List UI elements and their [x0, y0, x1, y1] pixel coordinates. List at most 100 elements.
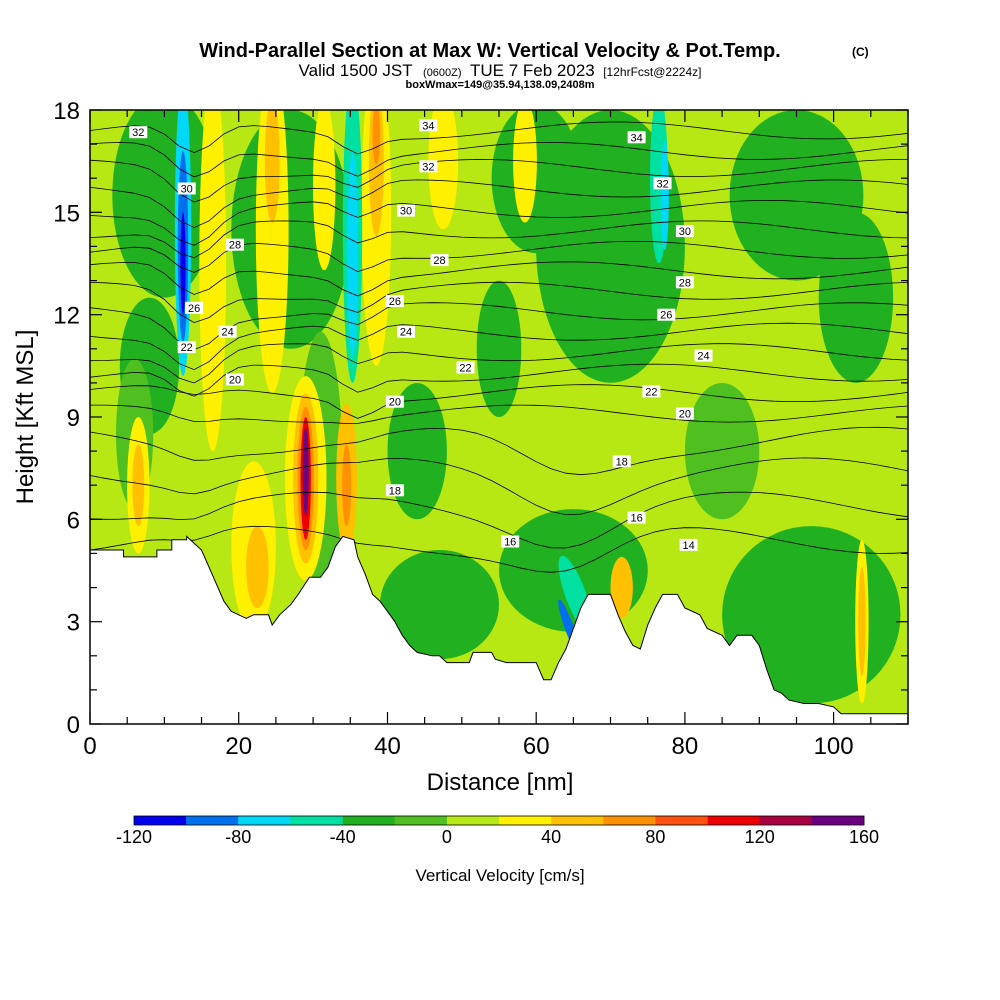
contour-label-box — [456, 361, 475, 374]
theta-contour-line — [90, 525, 908, 573]
contour-label-text: 22 — [645, 386, 657, 398]
contour-label-box — [129, 126, 148, 139]
contour-label-box — [657, 308, 676, 321]
velocity-cell — [255, 110, 289, 394]
contour-label: 22 — [642, 385, 661, 398]
theta-contour-line — [90, 141, 908, 178]
colorbar-tick-label: 0 — [442, 827, 452, 847]
contour-label-text: 34 — [422, 120, 434, 132]
contour-label: 28 — [226, 238, 244, 252]
contour-label-box — [675, 225, 694, 238]
y-tick-label: 3 — [67, 610, 80, 637]
contour-label-text: 20 — [389, 397, 401, 409]
colorbar: -120 -80 -40 0 40 80 120 160 — [116, 815, 879, 847]
contour-label-text: 32 — [656, 178, 668, 190]
colorbar-frame — [133, 815, 865, 826]
colorbar-swatch — [238, 816, 291, 825]
contour-label-box — [385, 295, 404, 307]
contour-label-text: 28 — [433, 255, 445, 267]
contour-label: 28 — [430, 254, 449, 267]
contour-label: 18 — [385, 484, 404, 497]
contour-label-box — [385, 395, 404, 408]
valid-time-line: Valid 1500 JST (0600Z) TUE 7 Feb 2023 [1… — [299, 61, 702, 80]
velocity-cell — [246, 526, 269, 608]
colorbar-tick-label: -40 — [330, 827, 356, 847]
theta-contour-labels: 32 30 28 26 22 24 20 34 32 30 28 26 24 22 20 18 16 34 32 30… — [129, 119, 713, 552]
velocity-cell — [818, 212, 894, 383]
theta-contour-line — [90, 281, 908, 324]
contour-label: 24 — [397, 325, 415, 339]
y-tick-label: 18 — [53, 98, 80, 125]
contour-label-text: 26 — [660, 310, 672, 322]
velocity-cell — [361, 110, 392, 366]
velocity-cell — [858, 567, 866, 677]
contour-label: 26 — [657, 308, 676, 322]
contour-label: 28 — [675, 276, 694, 289]
contour-label: 32 — [653, 177, 672, 190]
theta-contour-line — [90, 457, 908, 516]
colorbar-tick-label: -80 — [225, 827, 251, 847]
valid-time-utc: (0600Z) — [423, 67, 462, 79]
contour-label-box — [226, 238, 244, 251]
colorbar-tick-label: 40 — [541, 827, 561, 847]
theta-contour-line — [90, 199, 908, 246]
contour-label-text: 28 — [679, 277, 691, 289]
contour-label-text: 30 — [400, 206, 412, 218]
colorbar-swatch — [186, 816, 239, 825]
contour-label-box — [177, 182, 196, 195]
contour-label: 16 — [501, 535, 520, 549]
forecast-info: [12hrFcst@2224z] — [603, 65, 701, 79]
contour-label-box — [218, 325, 237, 338]
colorbar-swatch — [655, 816, 708, 825]
velocity-cell — [372, 110, 380, 165]
theta-contour-line — [90, 322, 908, 371]
contour-label-box — [185, 301, 204, 314]
velocity-cell — [132, 444, 145, 527]
contour-label-text: 18 — [616, 456, 628, 468]
colorbar-tick-label: 80 — [645, 827, 665, 847]
contour-label-text: 30 — [679, 226, 691, 238]
contour-label-box — [385, 484, 404, 497]
terrain-mask — [90, 535, 908, 724]
contour-label: 34 — [627, 131, 646, 144]
contour-label-text: 16 — [504, 537, 516, 549]
contour-label-box — [653, 177, 672, 190]
contour-label-box — [675, 407, 694, 420]
contour-label: 26 — [185, 301, 204, 315]
x-tick-label: 60 — [523, 733, 550, 760]
velocity-cell — [264, 110, 280, 223]
contour-label-text: 34 — [630, 132, 642, 144]
velocity-cell — [380, 550, 499, 660]
colorbar-swatch — [603, 816, 656, 825]
y-tick-label: 9 — [67, 405, 80, 432]
contour-label: 24 — [694, 349, 713, 363]
chart-subtitle: boxWmax=149@35.94,138.09,2408m — [406, 79, 595, 91]
theta-contour-line — [90, 261, 908, 297]
contour-label-box — [419, 119, 438, 132]
contour-label: 16 — [627, 511, 646, 525]
y-tick-label: 15 — [53, 200, 80, 227]
colorbar-swatch — [342, 816, 395, 825]
contour-label-box — [430, 254, 449, 267]
contour-label-text: 18 — [389, 485, 401, 497]
velocity-cell — [347, 151, 358, 356]
x-axis-label: Distance [nm] — [427, 769, 574, 796]
contour-label: 18 — [612, 455, 631, 468]
theta-contour-line — [90, 491, 908, 549]
contour-label: 30 — [177, 182, 196, 196]
contour-label-box — [642, 385, 661, 398]
theta-contour-line — [90, 220, 908, 259]
x-tick-label: 20 — [225, 733, 252, 760]
contour-label-box — [177, 341, 196, 354]
contour-label-text: 24 — [221, 327, 233, 339]
velocity-cell — [428, 110, 459, 230]
valid-time-local: Valid 1500 JST — [299, 61, 413, 80]
colorbar-tick-label: -120 — [116, 827, 152, 847]
colorbar-swatch — [290, 816, 343, 825]
theta-contour-line — [90, 121, 908, 155]
velocity-cell — [513, 110, 537, 223]
velocity-cell — [313, 110, 336, 271]
colorbar-swatch — [134, 816, 187, 825]
contour-label-box — [501, 535, 520, 548]
contour-label-text: 28 — [229, 240, 241, 252]
